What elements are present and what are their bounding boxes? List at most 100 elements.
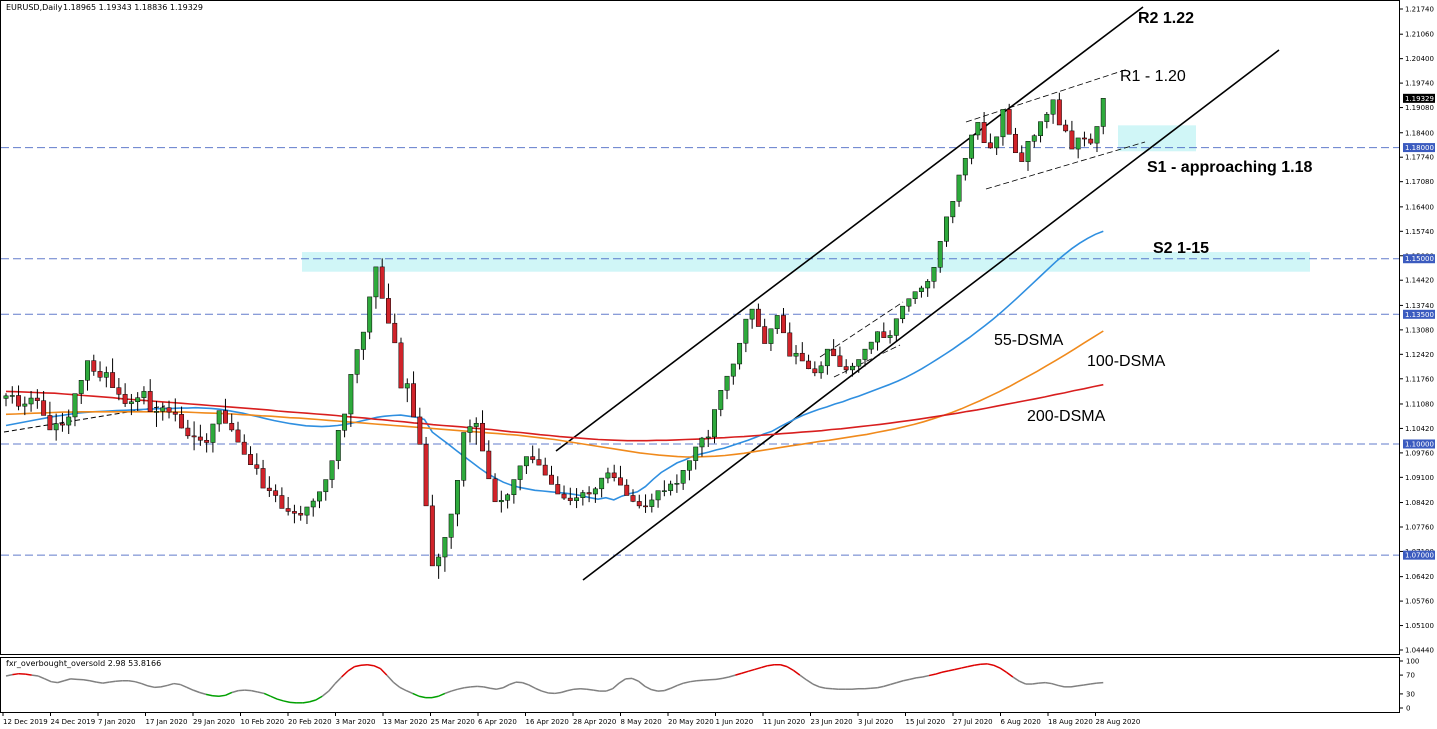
candle-body bbox=[1056, 99, 1062, 126]
candle-body bbox=[523, 456, 529, 467]
candle bbox=[549, 465, 554, 485]
candle-body bbox=[774, 315, 780, 330]
candle bbox=[542, 457, 548, 476]
candle bbox=[774, 315, 780, 334]
chart-header-symbol: EURUSD,Daily bbox=[6, 3, 63, 12]
candle-body bbox=[360, 331, 366, 350]
oscillator-segment bbox=[199, 691, 207, 696]
candle bbox=[523, 456, 529, 475]
time-tick-label: 23 Jun 2020 bbox=[811, 718, 853, 726]
trend-lines[interactable] bbox=[3, 6, 1280, 581]
current-price-label: 1.19329 bbox=[1405, 95, 1434, 103]
candle bbox=[467, 419, 473, 443]
time-tick-label: 20 May 2020 bbox=[668, 718, 714, 726]
candle-body bbox=[461, 432, 467, 481]
candle bbox=[824, 348, 830, 375]
annotation-s1: S1 - approaching 1.18 bbox=[1147, 159, 1312, 176]
candle-body bbox=[154, 411, 159, 413]
oscillator-segment bbox=[754, 666, 762, 671]
candle-body bbox=[712, 409, 717, 438]
candle-body bbox=[705, 436, 711, 439]
early-trend-dashed-line[interactable] bbox=[3, 405, 166, 433]
candle bbox=[266, 476, 272, 497]
sma200-line bbox=[5, 383, 1104, 442]
oscillator-segment bbox=[1019, 680, 1027, 685]
candle-body bbox=[59, 423, 65, 426]
candle-body bbox=[1006, 109, 1012, 135]
oscillator-segment bbox=[399, 686, 407, 692]
candle bbox=[611, 464, 617, 482]
candle-body bbox=[505, 494, 511, 501]
flag-upper-dashed-line[interactable] bbox=[819, 301, 904, 358]
oscillator-segment bbox=[464, 686, 471, 689]
oscillator-segment bbox=[1005, 671, 1014, 678]
candle bbox=[893, 318, 899, 341]
candle bbox=[1044, 112, 1050, 129]
price-tick-label: 1.05100 bbox=[1405, 622, 1434, 630]
candle bbox=[768, 328, 774, 351]
candle-body bbox=[843, 366, 849, 371]
flag-lower-dashed-line[interactable] bbox=[833, 344, 901, 378]
candle bbox=[762, 318, 768, 344]
candle-body bbox=[411, 383, 417, 418]
wedge-lower-dashed-line[interactable] bbox=[985, 141, 1146, 190]
candle-body bbox=[166, 407, 172, 413]
sma55-line bbox=[5, 230, 1104, 501]
channel-upper-line[interactable] bbox=[555, 6, 1144, 452]
candle-body bbox=[536, 459, 542, 466]
candle bbox=[586, 486, 592, 503]
oscillator-segment bbox=[554, 691, 562, 695]
candle bbox=[285, 496, 291, 516]
oscillator-segment bbox=[283, 700, 291, 704]
annotation-55-dsma: 55-DSMA bbox=[994, 332, 1064, 349]
candle bbox=[649, 493, 655, 513]
oscillator-segment bbox=[102, 681, 110, 684]
oscillator-segment bbox=[341, 670, 349, 678]
moving-averages bbox=[5, 230, 1104, 501]
candle bbox=[367, 296, 373, 340]
level-price-label: 1.15000 bbox=[1405, 255, 1434, 263]
oscillator-segment bbox=[44, 678, 52, 683]
price-tick-label: 1.13080 bbox=[1405, 326, 1434, 334]
oscillator-segment bbox=[89, 680, 97, 683]
oscillator-segment bbox=[444, 690, 452, 695]
candle bbox=[34, 389, 40, 409]
candle bbox=[931, 267, 937, 289]
price-tick-label: 1.11760 bbox=[1405, 375, 1434, 383]
price-tick-label: 1.12420 bbox=[1405, 351, 1434, 359]
candle bbox=[862, 348, 868, 367]
candle bbox=[141, 386, 147, 405]
wedge-upper-dashed-line[interactable] bbox=[965, 68, 1129, 123]
oscillator-segment bbox=[651, 688, 659, 692]
candle bbox=[417, 407, 423, 445]
oscillator-segment bbox=[225, 691, 233, 696]
candle bbox=[103, 366, 109, 388]
candle-body bbox=[147, 391, 153, 413]
candle-body bbox=[1100, 98, 1106, 127]
candle-body bbox=[837, 355, 843, 367]
candle bbox=[223, 398, 228, 424]
candle-body bbox=[429, 505, 435, 567]
oscillator-segment bbox=[644, 685, 652, 691]
candle-body bbox=[749, 308, 755, 320]
oscillator-segment bbox=[922, 674, 930, 678]
price-tick-label: 1.20400 bbox=[1405, 55, 1434, 63]
candle bbox=[53, 413, 59, 441]
candles bbox=[3, 92, 1106, 579]
candle-body bbox=[210, 423, 216, 443]
candle-body bbox=[197, 436, 203, 441]
candle bbox=[900, 305, 906, 324]
candle-body bbox=[818, 365, 824, 374]
candle bbox=[806, 354, 812, 370]
candle-body bbox=[925, 281, 931, 289]
oscillator-segment bbox=[147, 685, 155, 689]
candle bbox=[868, 341, 874, 354]
candle bbox=[918, 285, 924, 298]
candle bbox=[1063, 119, 1069, 133]
candle-body bbox=[235, 429, 241, 443]
oscillator-segment bbox=[347, 666, 355, 672]
candle bbox=[216, 410, 222, 432]
oscillator-segment bbox=[218, 694, 226, 697]
oscillator-segment bbox=[631, 677, 639, 682]
channel-lower-line[interactable] bbox=[582, 49, 1280, 581]
